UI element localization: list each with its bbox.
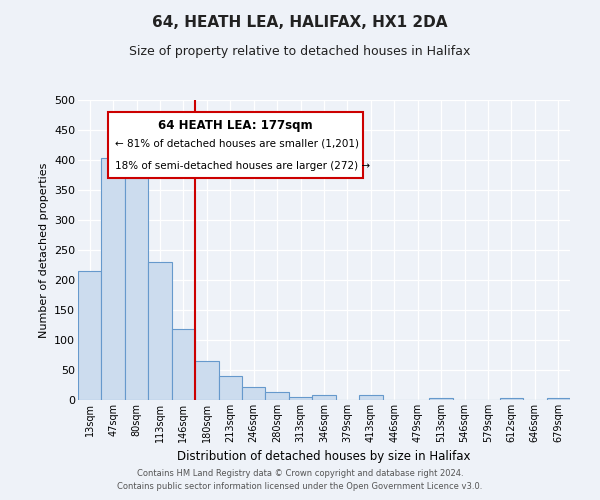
Bar	[78, 271, 101, 400]
Y-axis label: Number of detached properties: Number of detached properties	[38, 162, 49, 338]
Bar	[312, 395, 336, 400]
X-axis label: Distribution of detached houses by size in Halifax: Distribution of detached houses by size …	[177, 450, 471, 464]
Bar	[242, 387, 265, 400]
Bar	[172, 329, 195, 400]
Text: 64 HEATH LEA: 177sqm: 64 HEATH LEA: 177sqm	[158, 120, 313, 132]
Text: 18% of semi-detached houses are larger (272) →: 18% of semi-detached houses are larger (…	[115, 161, 370, 171]
Bar	[289, 397, 312, 400]
Bar	[430, 398, 453, 400]
Text: 64, HEATH LEA, HALIFAX, HX1 2DA: 64, HEATH LEA, HALIFAX, HX1 2DA	[152, 15, 448, 30]
Text: Size of property relative to detached houses in Halifax: Size of property relative to detached ho…	[130, 45, 470, 58]
Bar	[218, 376, 242, 400]
Text: ← 81% of detached houses are smaller (1,201): ← 81% of detached houses are smaller (1,…	[115, 138, 359, 148]
Bar	[195, 361, 218, 400]
Bar	[148, 262, 172, 400]
FancyBboxPatch shape	[107, 112, 364, 178]
Bar	[500, 398, 523, 400]
Bar	[125, 178, 148, 400]
Text: Contains HM Land Registry data © Crown copyright and database right 2024.: Contains HM Land Registry data © Crown c…	[137, 468, 463, 477]
Text: Contains public sector information licensed under the Open Government Licence v3: Contains public sector information licen…	[118, 482, 482, 491]
Bar	[265, 392, 289, 400]
Bar	[359, 395, 383, 400]
Bar	[547, 398, 570, 400]
Bar	[101, 158, 125, 400]
